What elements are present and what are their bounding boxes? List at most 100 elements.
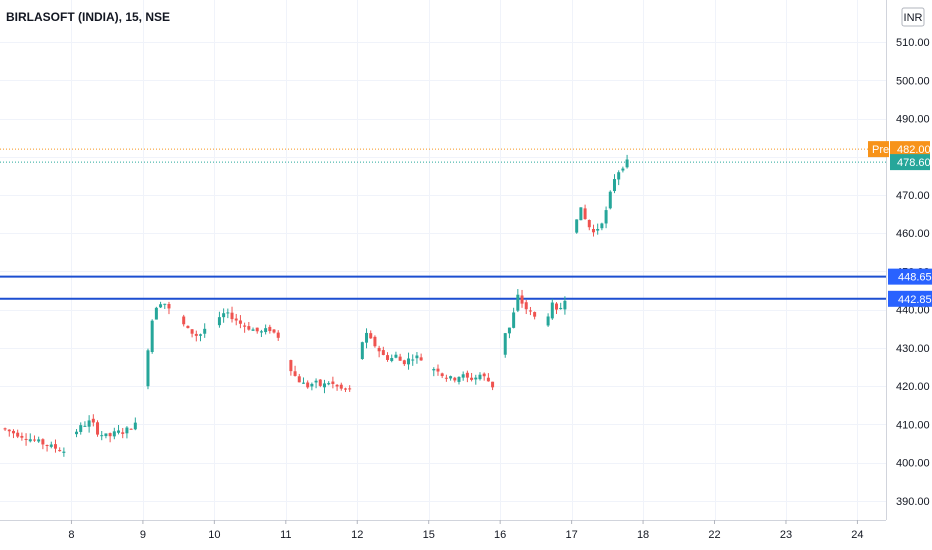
candle-body [222,313,226,318]
candle-body [83,425,87,427]
time-tick-label: 24 [851,529,863,541]
candle-body [276,332,280,338]
candle-body [503,333,507,355]
candle-body [58,450,62,452]
candle-body [238,320,242,324]
candle-body [390,358,394,361]
candle-body [596,228,600,231]
candle-body [331,381,335,385]
candle-body [555,303,559,310]
candle-body [154,307,158,320]
price-tick-label: 500.00 [896,75,930,87]
candle-body [20,435,24,438]
candle-body [461,374,465,378]
candle-body [16,432,20,437]
candle-body [37,439,41,442]
candle-body [546,316,550,326]
candle-body [125,427,129,434]
candle-body [24,438,28,440]
session-tag [868,141,889,158]
candle-body [314,380,318,383]
candle-body [121,432,125,434]
time-tick-label: 11 [280,529,291,541]
candle-body [41,439,45,445]
price-tick-label: 460.00 [896,228,930,240]
candle-body [133,422,137,430]
price-tick-label: 390.00 [896,496,930,508]
levels-layer[interactable] [0,148,886,300]
price-tick-label: 510.00 [896,37,930,49]
candle-body [96,422,100,435]
price-tick-label: 490.00 [896,114,930,126]
time-axis[interactable]: 8 9 10 11 12 15 16 17 18 22 23 24 [68,520,864,541]
candle-body [507,327,511,334]
session-tag-text: Pre [872,144,889,156]
candle-body [194,333,198,336]
candle-body [272,329,276,333]
candle-body [600,223,604,229]
candle-body [7,429,11,432]
candle-body [419,357,423,361]
candle-body [268,326,272,332]
candle-body [407,358,411,365]
candle-body [75,431,79,435]
candle-body [377,347,381,352]
candle-body [457,376,461,382]
candle-body [62,451,66,453]
candle-body [604,210,608,224]
time-tick-label: 18 [637,529,649,541]
candle-body [520,295,524,304]
candle-body [579,207,583,221]
candle-body [306,382,310,388]
candle-body [402,360,406,365]
candle-body [453,377,457,381]
time-tick-label: 9 [140,529,146,541]
time-tick-label: 15 [423,529,435,541]
candle-body [3,428,7,430]
grid-layer [0,0,886,520]
candle-body [394,354,398,358]
time-tick-label: 12 [351,529,363,541]
candle-body [512,312,516,328]
candle-body [49,444,53,447]
candle-body [612,179,616,192]
candle-body [559,307,563,310]
candle-body [608,191,612,209]
candle-body [587,220,591,228]
candle-body [182,316,186,325]
candle-body [11,430,15,434]
candle-body [491,381,495,388]
level-price-tag [888,268,932,285]
candle-body [440,373,444,377]
candle-body [150,320,154,353]
candle-body [217,317,221,326]
candle-body [159,304,163,308]
candle-body [625,159,629,168]
price-tick-label: 400.00 [896,458,930,470]
candle-body [360,342,364,359]
candle-body [533,312,537,317]
candle-body [339,384,343,389]
candle-body [348,388,352,390]
candle-body [163,303,167,305]
candle-body [53,444,57,449]
candle-body [583,208,587,220]
price-tick-label: 470.00 [896,190,930,202]
candle-body [112,431,116,437]
candle-body [524,302,528,310]
price-tag [890,154,930,171]
candle-body [100,435,104,437]
candle-body [230,312,234,320]
candle-body [45,445,49,447]
candle-body [243,325,247,327]
level-price-tag-text: 448.65 [898,272,932,284]
currency-button[interactable] [901,7,925,27]
price-tick-label: 420.00 [896,381,930,393]
symbol-title: BIRLASOFT (INDIA), 15, NSE [6,10,170,24]
candle-body [32,439,36,441]
candle-body [186,325,190,329]
candle-body [247,326,251,330]
candle-body [234,318,238,321]
